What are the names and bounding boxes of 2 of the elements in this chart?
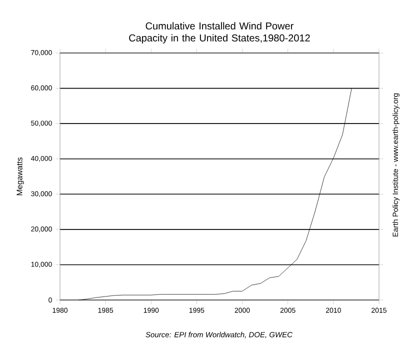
chart-title: Cumulative Installed Wind Power Capacity in the United States,1980-2012 xyxy=(129,22,310,44)
y-axis-title: Megawatts xyxy=(16,157,24,196)
